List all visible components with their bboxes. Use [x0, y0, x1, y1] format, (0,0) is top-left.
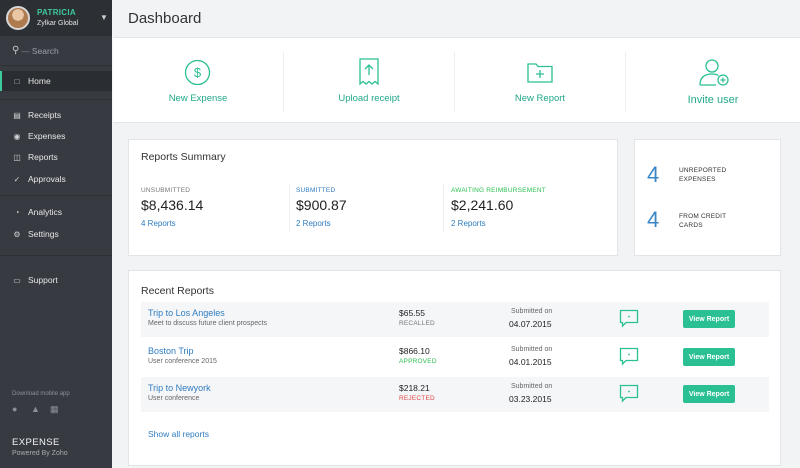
sidebar-item-support[interactable]: ▭ Support	[0, 270, 112, 290]
submitted-on-label: Submitted on	[511, 308, 553, 315]
search-icon: ⚲	[12, 45, 20, 56]
report-amount: $218.21	[399, 383, 430, 393]
quick-actions: $ New Expense Upload receipt New Report …	[113, 37, 800, 123]
sidebar-item-settings[interactable]: ⚙ Settings	[0, 224, 112, 244]
report-status: APPROVED	[399, 358, 437, 365]
avatar	[6, 6, 30, 30]
unsubmitted-amount: $8,436.14	[141, 197, 204, 213]
upload-receipt-icon	[359, 58, 379, 86]
apple-icon[interactable]: ●	[12, 404, 18, 414]
sidebar-item-label: Settings	[28, 229, 59, 239]
table-row: Trip to Los Angeles Meet to discuss futu…	[141, 302, 769, 337]
sidebar: PATRICIA Zylkar Global ▼ ⚲ — Search □ Ho…	[0, 0, 112, 468]
support-icon: ▭	[13, 275, 21, 285]
submitted-on-label: Submitted on	[511, 383, 553, 390]
submitted-label: SUBMITTED	[296, 187, 336, 194]
submitted-reports-link[interactable]: 2 Reports	[296, 219, 331, 228]
sidebar-item-home[interactable]: □ Home	[0, 71, 112, 91]
report-name-link[interactable]: Boston Trip	[148, 346, 194, 356]
profile-switcher[interactable]: PATRICIA Zylkar Global ▼	[0, 0, 112, 36]
action-label: Upload receipt	[338, 93, 400, 104]
sidebar-item-label: Approvals	[28, 174, 66, 184]
report-status: RECALLED	[399, 320, 435, 327]
add-user-icon	[699, 59, 729, 86]
sidebar-item-label: Receipts	[28, 110, 62, 120]
awaiting-amount: $2,241.60	[451, 197, 514, 213]
new-expense-button[interactable]: $ New Expense	[113, 38, 283, 124]
submitted-amount: $900.87	[296, 197, 347, 213]
reports-summary-card: Reports Summary UNSUBMITTED $8,436.14 4 …	[128, 139, 618, 256]
download-app-label: Download mobile app	[12, 391, 70, 397]
unsubmitted-label: UNSUBMITTED	[141, 187, 191, 194]
sidebar-item-approvals[interactable]: ✓ Approvals	[0, 169, 112, 189]
view-report-button[interactable]: View Report	[683, 310, 735, 328]
sidebar-item-receipts[interactable]: ▤ Receipts	[0, 105, 112, 125]
comment-icon[interactable]	[619, 384, 639, 404]
sidebar-item-analytics[interactable]: ◔ Analytics	[0, 202, 112, 222]
report-description: User conference 2015	[148, 358, 217, 365]
table-row: Boston Trip User conference 2015 $866.10…	[141, 340, 769, 375]
receipt-icon: ▤	[13, 110, 21, 120]
folder-icon: ◫	[13, 152, 21, 162]
credit-card-count[interactable]: 4	[647, 207, 660, 232]
sidebar-item-label: Home	[28, 76, 51, 86]
action-label: Invite user	[687, 94, 739, 106]
page-title: Dashboard	[128, 10, 202, 27]
upload-receipt-button[interactable]: Upload receipt	[284, 38, 454, 124]
view-report-button[interactable]: View Report	[683, 385, 735, 403]
recent-reports-title: Recent Reports	[141, 285, 214, 297]
svg-text:$: $	[194, 65, 202, 80]
new-folder-icon	[527, 63, 553, 83]
windows-icon[interactable]: ▦	[50, 404, 59, 414]
action-label: New Report	[514, 93, 566, 104]
report-amount: $866.10	[399, 346, 430, 356]
show-all-reports-link[interactable]: Show all reports	[148, 429, 209, 439]
submitted-date: 03.23.2015	[509, 394, 552, 404]
sidebar-item-label: Expenses	[28, 131, 66, 141]
report-amount: $65.55	[399, 308, 425, 318]
sidebar-item-label: Reports	[28, 152, 58, 162]
submitted-date: 04.01.2015	[509, 357, 552, 367]
home-icon: □	[14, 76, 20, 86]
sidebar-item-expenses[interactable]: ◉ Expenses	[0, 126, 112, 146]
comment-icon[interactable]	[619, 347, 639, 367]
dollar-circle-icon: $	[184, 59, 211, 86]
expense-icon: ◉	[13, 131, 21, 141]
profile-name: PATRICIA	[37, 8, 76, 17]
report-description: Meet to discuss future client prospects	[148, 320, 268, 327]
new-report-button[interactable]: New Report	[455, 38, 625, 124]
reports-summary-title: Reports Summary	[141, 151, 226, 163]
chevron-down-icon[interactable]: ▼	[100, 13, 108, 22]
submitted-on-label: Submitted on	[511, 346, 553, 353]
sidebar-item-label: Support	[28, 275, 58, 285]
report-name-link[interactable]: Trip to Newyork	[148, 383, 211, 393]
action-label: New Expense	[168, 93, 228, 104]
awaiting-reports-link[interactable]: 2 Reports	[451, 219, 486, 228]
awaiting-label: AWAITING REIMBURSEMENT	[451, 187, 546, 194]
powered-by: Powered By Zoho	[12, 450, 68, 457]
view-report-button[interactable]: View Report	[683, 348, 735, 366]
analytics-icon: ◔	[14, 207, 20, 217]
report-status: REJECTED	[399, 395, 435, 402]
profile-org: Zylkar Global	[37, 20, 79, 27]
android-icon[interactable]: ▲	[31, 404, 40, 414]
unreported-card: 4 UNREPORTED EXPENSES 4 FROM CREDIT CARD…	[634, 139, 781, 256]
gear-icon: ⚙	[13, 229, 21, 239]
check-circle-icon: ✓	[13, 174, 21, 184]
unreported-count[interactable]: 4	[647, 162, 660, 187]
comment-icon[interactable]	[619, 309, 639, 329]
report-description: User conference	[148, 395, 200, 402]
brand-name: EXPENSE	[12, 437, 60, 448]
unreported-label[interactable]: UNREPORTED EXPENSES	[679, 167, 727, 183]
invite-user-button[interactable]: Invite user	[626, 38, 800, 124]
credit-card-label[interactable]: FROM CREDIT CARDS	[679, 213, 727, 229]
search-input[interactable]: ⚲ — Search	[0, 36, 112, 66]
report-name-link[interactable]: Trip to Los Angeles	[148, 308, 225, 318]
table-row: Trip to Newyork User conference $218.21 …	[141, 377, 769, 412]
sidebar-item-label: Analytics	[28, 207, 63, 217]
submitted-date: 04.07.2015	[509, 319, 552, 329]
sidebar-item-reports[interactable]: ◫ Reports	[0, 147, 112, 167]
unsubmitted-reports-link[interactable]: 4 Reports	[141, 219, 176, 228]
search-placeholder: Search	[31, 45, 59, 56]
